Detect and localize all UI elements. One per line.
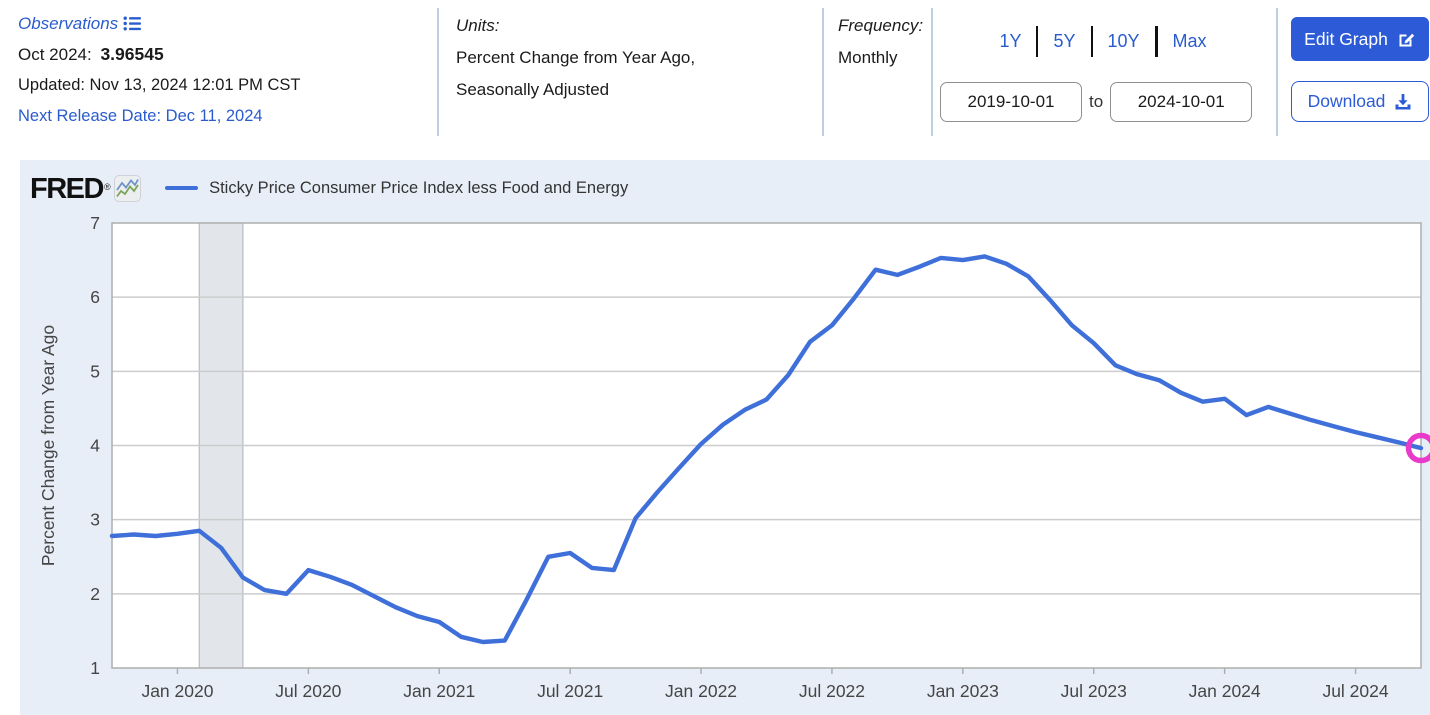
plot-svg[interactable]: 1 2 3 4 5 6 7 Jan 2020 Jul 2020 Jan 2021 Jul 2021 J…	[20, 160, 1430, 715]
observations-row: Observations	[18, 8, 301, 39]
frequency-label: Frequency:	[838, 16, 924, 35]
chart-panel: FRED ® Sticky Price Consumer Price Index …	[20, 160, 1430, 715]
x-tick-label: Jul 2022	[799, 681, 865, 701]
download-label: Download	[1307, 91, 1386, 111]
registered-mark: ®	[103, 182, 111, 192]
range-separator	[1036, 26, 1039, 57]
observations-label: Observations	[18, 14, 119, 33]
observation-summary: Observations Oct 2024: 3.96545 Updated: …	[18, 8, 301, 132]
y-tick-label: 7	[90, 213, 100, 233]
units-label: Units:	[456, 16, 500, 35]
y-tick-label: 2	[90, 584, 100, 604]
header-divider-2	[822, 8, 824, 136]
edit-icon	[1397, 30, 1416, 49]
series-line	[109, 254, 1424, 645]
download-icon	[1394, 93, 1412, 111]
y-tick-label: 3	[90, 510, 100, 530]
x-tick-label: Jul 2020	[275, 681, 341, 701]
x-tick-label: Jan 2024	[1189, 681, 1261, 701]
range-5y-button[interactable]: 5Y	[1053, 31, 1076, 51]
y-axis-title: Percent Change from Year Ago	[38, 325, 58, 566]
x-tick-label: Jul 2021	[537, 681, 603, 701]
date-to-label: to	[1089, 92, 1104, 111]
legend-line-swatch	[165, 185, 199, 191]
fred-logo[interactable]: FRED ®	[30, 173, 111, 205]
edit-graph-button[interactable]: Edit Graph	[1291, 17, 1429, 61]
plot-border	[111, 222, 1422, 669]
latest-observation: Oct 2024: 3.96545	[18, 39, 301, 70]
last-point-highlight-ring	[1405, 432, 1430, 464]
list-icon	[123, 15, 142, 32]
y-tick-label: 6	[90, 287, 100, 307]
range-1y-button[interactable]: 1Y	[999, 31, 1022, 51]
download-button[interactable]: Download	[1291, 81, 1429, 122]
date-range-controls: to	[940, 82, 1253, 122]
range-separator	[1090, 26, 1093, 57]
range-max-button[interactable]: Max	[1172, 31, 1207, 51]
x-tick-label: Jan 2021	[403, 681, 475, 701]
updated-line: Updated: Nov 13, 2024 12:01 PM CST	[18, 76, 301, 94]
range-selector: 1Y 5Y 10Y Max	[938, 26, 1268, 57]
edit-graph-label: Edit Graph	[1304, 28, 1388, 49]
units-line2: Seasonally Adjusted	[456, 80, 610, 99]
x-tick-label: Jan 2023	[927, 681, 999, 701]
legend-label: Sticky Price Consumer Price Index less F…	[209, 178, 629, 197]
x-tick-label: Jul 2023	[1061, 681, 1127, 701]
y-tick-label: 5	[90, 361, 100, 381]
latest-date-label: Oct 2024:	[18, 45, 92, 64]
observations-link[interactable]: Observations	[18, 8, 142, 39]
units-line1: Percent Change from Year Ago,	[456, 48, 696, 67]
x-tick-label: Jul 2024	[1322, 681, 1388, 701]
x-tick-label: Jan 2020	[141, 681, 213, 701]
range-10y-button[interactable]: 10Y	[1107, 31, 1140, 51]
chart-legend-bar: FRED ® Sticky Price Consumer Price Index …	[30, 171, 628, 205]
header-divider-3	[931, 8, 933, 136]
x-tick-label: Jan 2022	[665, 681, 737, 701]
range-separator	[1154, 26, 1158, 57]
next-release-link[interactable]: Next Release Date: Dec 11, 2024	[18, 107, 263, 125]
date-to-input[interactable]	[1110, 82, 1253, 122]
header-divider-4	[1276, 8, 1278, 136]
y-tick-label: 4	[90, 436, 100, 456]
frequency-value: Monthly	[838, 48, 898, 67]
y-tick-label: 1	[90, 658, 100, 678]
fred-logo-chart-icon	[114, 174, 142, 202]
latest-value: 3.96545	[100, 44, 164, 64]
date-from-input[interactable]	[940, 82, 1082, 122]
frequency-section: Frequency: Monthly	[838, 10, 923, 74]
series-legend: Sticky Price Consumer Price Index less F…	[165, 179, 628, 198]
units-section: Units: Percent Change from Year Ago, Sea…	[456, 10, 695, 106]
header-divider-1	[437, 8, 439, 136]
